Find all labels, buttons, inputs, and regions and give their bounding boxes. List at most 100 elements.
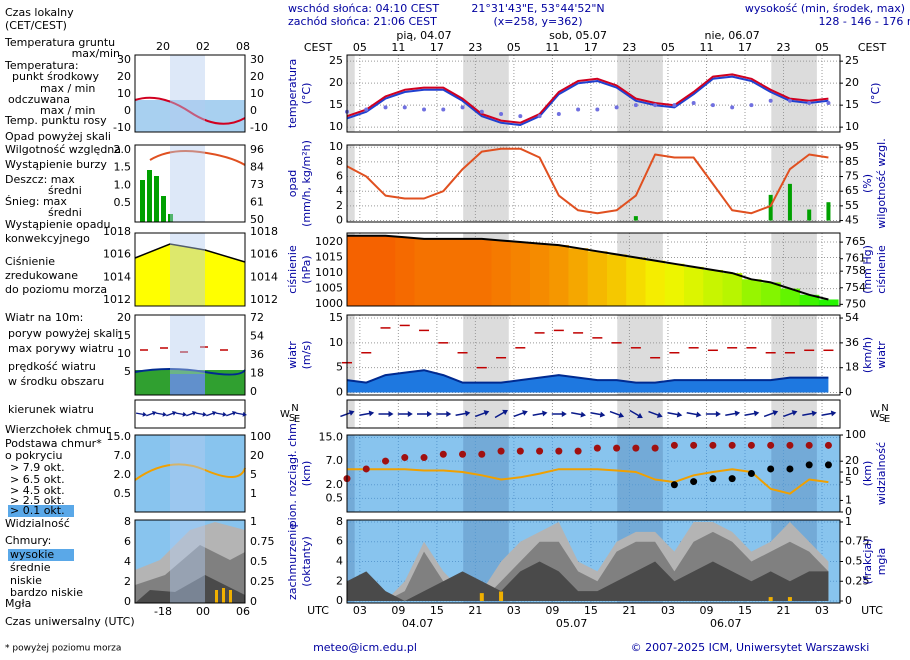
y-axis-label: (hPa): [300, 255, 313, 283]
series-dot: [805, 461, 813, 469]
y-tick-label: 8: [336, 155, 343, 168]
series-dot: [670, 441, 678, 449]
pressure-column: [510, 242, 531, 306]
night-band: [771, 145, 817, 222]
legend-tick-label: 20: [117, 70, 131, 83]
legend-text: w środku obszaru: [8, 375, 104, 388]
arrow-shaft: [215, 412, 225, 416]
arrow-head: [142, 411, 147, 417]
decor: [134, 368, 246, 376]
utc-label: UTC: [307, 604, 329, 617]
arrow-head: [232, 410, 237, 416]
legend-text: Wystąpienie opadu: [5, 218, 110, 231]
wind-arrow: [686, 411, 702, 418]
y2-tick-label: 765: [845, 235, 866, 248]
pressure-column: [452, 238, 473, 306]
utc-tick-label: 15: [738, 604, 752, 617]
cest-tick-label: 17: [430, 41, 444, 54]
legend-decor: [134, 96, 246, 603]
legend-tick-label: 1012: [103, 293, 131, 306]
legend-tick-label: 20: [250, 449, 264, 462]
decor: [222, 588, 225, 603]
series-dot: [730, 105, 735, 110]
y2-axis-label: (frakcja): [861, 539, 874, 585]
y-tick-label: 15: [329, 98, 343, 111]
legend-tick-label: 0.75: [250, 535, 275, 548]
y-tick-label: 0.5: [326, 491, 344, 504]
wind-arrow: [494, 409, 509, 419]
y2-tick-label: 85: [845, 155, 859, 168]
legend-panel: [134, 232, 246, 307]
y-tick-label: 0: [336, 214, 343, 227]
legend-arrow: [166, 410, 177, 417]
series-line: [346, 73, 829, 124]
panel-border: [346, 399, 841, 429]
legend-text: o pokryciu: [5, 449, 62, 462]
panel-background: [347, 435, 840, 512]
decor: [134, 243, 246, 263]
arrow-shaft: [155, 412, 165, 416]
series-dot: [574, 447, 582, 455]
y-tick-label: 5: [336, 361, 343, 374]
legend-tick-label: 1016: [103, 248, 131, 261]
series-dot: [690, 478, 698, 486]
arrow-head: [192, 410, 197, 416]
legend-tick-label: 1.0: [114, 178, 132, 191]
arrow-head: [656, 412, 663, 418]
wind-arrow: [802, 410, 818, 417]
y-tick-label: 10: [329, 120, 343, 133]
y-axis-label: pion. rozciągł. chm.: [286, 420, 299, 528]
series-bar: [479, 593, 484, 602]
copyright: © 2007-2025 ICM, Uniwersytet Warszawski: [631, 641, 870, 654]
y-tick-label: 6: [336, 535, 343, 548]
legend-text: Ciśnienie: [5, 255, 55, 268]
decor: [134, 463, 246, 481]
series-bar: [826, 202, 831, 221]
legend-tick-label: 30: [117, 53, 131, 66]
cest-label: CEST: [304, 41, 333, 54]
wind-arrow: [705, 411, 721, 417]
y2-tick-label: 18: [845, 361, 859, 374]
arrow-shaft: [802, 412, 815, 416]
legend-tick-label: 2.0: [114, 143, 132, 156]
date-label: 06.07: [710, 617, 742, 630]
legend-text: (CET/CEST): [5, 19, 67, 32]
legend-tick-label: 4: [124, 555, 131, 568]
series-dot: [728, 475, 736, 483]
y-tick-label: 1015: [315, 251, 343, 264]
y-tick-label: 2: [336, 199, 343, 212]
wind-arrow: [417, 411, 432, 417]
email: meteo@icm.edu.pl: [313, 641, 417, 654]
panel-border: [346, 314, 841, 396]
arrow-head: [791, 410, 798, 416]
date-label: 04.07: [402, 617, 434, 630]
series-bar: [633, 216, 638, 221]
y2-tick-label: 761: [845, 252, 866, 265]
wind-arrow: [474, 410, 490, 418]
legend-band: [170, 55, 205, 132]
y2-tick-label: 0: [845, 386, 852, 399]
utc-tick-label: 09: [699, 604, 713, 617]
wind-arrow: [397, 411, 413, 417]
arrow-head: [830, 410, 837, 417]
pressure-column: [433, 238, 454, 306]
legend-text: średni: [48, 206, 82, 219]
wind-arrow: [667, 411, 683, 418]
wind-arrow: [744, 410, 760, 417]
decor: [135, 435, 245, 512]
arrow-head: [242, 411, 247, 417]
series-dot: [460, 105, 465, 110]
cest-label: CEST: [858, 41, 887, 54]
utc-tick-label: 21: [468, 604, 482, 617]
legend-tick-label: 73: [250, 178, 264, 191]
legend-text: > 2.5 okt.: [10, 494, 65, 507]
wind-arrow: [725, 410, 741, 417]
wind-arrow: [455, 410, 471, 417]
pressure-column: [587, 251, 608, 306]
y-tick-label: 10: [329, 336, 343, 349]
legend-tick-label: 61: [250, 196, 264, 209]
series-dot: [536, 447, 544, 455]
y-tick-label: 7.0: [326, 454, 344, 467]
legend-text: max porywy wiatru: [8, 342, 114, 355]
decor: [135, 244, 245, 306]
